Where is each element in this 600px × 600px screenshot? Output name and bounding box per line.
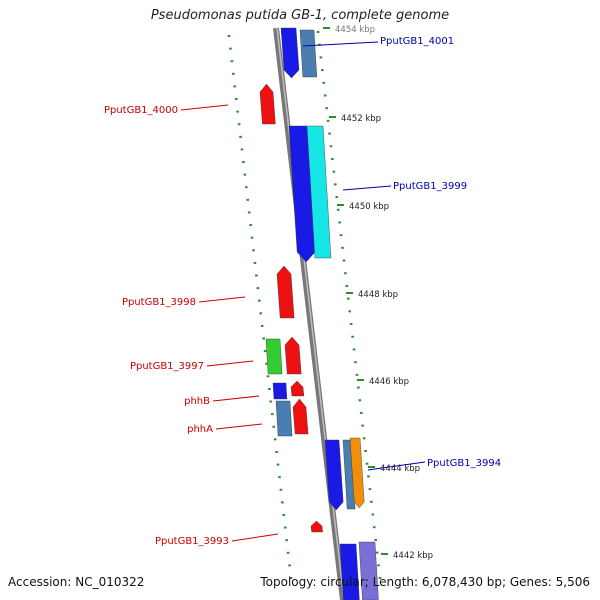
kbp-tick-label: 4454 kbp [335, 25, 375, 35]
gene-box-steel [342, 439, 356, 510]
gene-label: PputGB1_3998 [122, 297, 196, 308]
gene-box-lavender [358, 541, 379, 600]
gene-arrow-red [284, 336, 302, 375]
gene-leader-line [302, 41, 379, 47]
inner-dotted-track [227, 35, 293, 579]
gene-leader-line [215, 423, 263, 430]
gene-leader-line [198, 296, 246, 303]
gene-label: PputGB1_3999 [393, 181, 467, 192]
outer-dotted-track [316, 31, 382, 579]
gene-arrow-red [310, 520, 323, 533]
gene-label: PputGB1_3997 [130, 361, 204, 372]
kbp-tick-label: 4444 kbp [380, 464, 420, 474]
gene-box-cyan [306, 125, 332, 259]
gene-box-blue [272, 382, 288, 400]
gene-arrow-blue [288, 125, 316, 263]
gene-label: PputGB1_3994 [427, 458, 501, 469]
gene-arrow-blue [324, 439, 344, 511]
accession-text: Accession: NC_010322 [8, 575, 145, 589]
kbp-tick-label: 4452 kbp [341, 114, 381, 124]
gene-arrow-orange [349, 437, 365, 509]
gene-box-green [265, 338, 283, 375]
gene-arrow-red [259, 83, 276, 125]
gene-arrow-blue [280, 27, 300, 79]
map-title: Pseudomonas putida GB-1, complete genome [150, 8, 450, 23]
gene-leader-line [206, 360, 254, 367]
gene-label: PputGB1_4001 [380, 36, 454, 47]
gene-leader-line [212, 395, 260, 402]
kbp-tick-label: 4450 kbp [349, 202, 389, 212]
gene-leader-line [180, 104, 229, 111]
kbp-tick-label: 4448 kbp [358, 290, 398, 300]
kbp-tick-label: 4442 kbp [393, 551, 433, 561]
kbp-tick-label: 4446 kbp [369, 377, 409, 387]
gene-label: PputGB1_3993 [155, 536, 229, 547]
gene-leader-line [367, 461, 426, 471]
gene-box-steel [299, 29, 318, 78]
gene-label: PputGB1_4000 [104, 105, 178, 116]
gene-arrow-red [276, 265, 295, 319]
gene-box-steel [275, 400, 293, 437]
genome-summary-text: Topology: circular; Length: 6,078,430 bp… [260, 575, 590, 589]
gene-label: phhB [184, 396, 210, 407]
gene-arrow-red [292, 398, 309, 435]
gene-leader-line [342, 185, 392, 191]
gene-arrow-red [290, 380, 305, 397]
gene-box-blue [339, 543, 360, 600]
gene-label: phhA [187, 424, 213, 435]
gene-leader-line [231, 533, 279, 542]
